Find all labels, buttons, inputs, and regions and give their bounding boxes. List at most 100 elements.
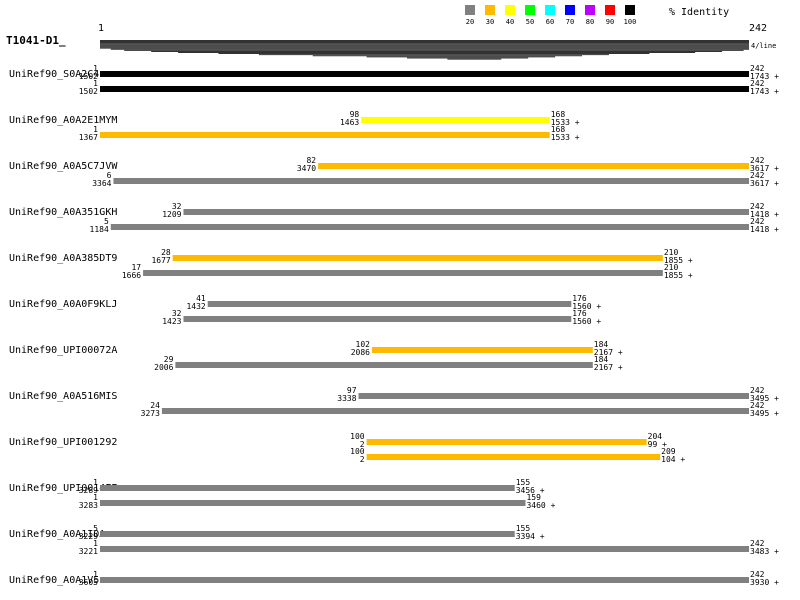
alignment-bar[interactable]: [100, 500, 526, 506]
hit-start-number: 1184: [90, 225, 109, 234]
query-start-number: 82: [306, 156, 316, 165]
alignment-bar[interactable]: [358, 393, 749, 399]
alignment-bar[interactable]: [143, 270, 663, 276]
hit-name[interactable]: UniRef90_A0A1V5: [9, 575, 99, 586]
alignment-bar[interactable]: [100, 86, 749, 92]
alignment-bar[interactable]: [100, 577, 749, 583]
hit-name[interactable]: UniRef90_A0A385DT9: [9, 253, 117, 264]
query-end-number: 242: [750, 202, 765, 211]
coverage-line: [100, 43, 749, 45]
alignment-bar[interactable]: [113, 178, 750, 184]
alignment-bar[interactable]: [366, 454, 661, 460]
query-end-number: 242: [750, 79, 765, 88]
hit-start-number: 1666: [122, 271, 141, 280]
alignment-bar[interactable]: [110, 224, 749, 230]
query-start-number: 1: [93, 64, 98, 73]
query-start-number: 32: [172, 309, 182, 318]
alignment-bar[interactable]: [161, 408, 750, 414]
alignment-bar[interactable]: [183, 316, 572, 322]
alignment-bar[interactable]: [366, 439, 647, 445]
hit-end-number: 3394 +: [516, 532, 545, 541]
hit-start-number: 3283: [79, 501, 98, 510]
coverage-line: [100, 40, 749, 41]
coverage-stack: [100, 40, 749, 60]
alignment-bar[interactable]: [100, 132, 550, 138]
hit-name[interactable]: UniRef90_A0A516MIS: [9, 391, 117, 402]
alignment-bar[interactable]: [361, 117, 550, 123]
alignment-bar[interactable]: [100, 546, 749, 552]
hit-end-number: 3495 +: [750, 409, 779, 418]
query-end-number: 155: [516, 478, 531, 487]
query-start-number: 1: [93, 79, 98, 88]
hit-end-number: 3456 +: [516, 486, 545, 495]
query-end-number: 155: [516, 524, 531, 533]
hit-name[interactable]: UniRef90_S0A2C4: [9, 69, 99, 80]
query-start-number: 5: [93, 524, 98, 533]
hit-end-number: 3617 +: [750, 179, 779, 188]
hit-start-number: 1502: [79, 87, 98, 96]
alignment-bar[interactable]: [371, 347, 593, 353]
coverage-line: [447, 58, 502, 60]
hit-start-number: 3229: [79, 532, 98, 541]
query-end-number: 210: [664, 248, 679, 257]
hit-end-number: 1418 +: [750, 210, 779, 219]
hit-end-number: 2167 +: [594, 348, 623, 357]
coverage-line: [100, 45, 749, 47]
hit-start-number: 3273: [141, 409, 160, 418]
query-start-number: 41: [196, 294, 206, 303]
query-end-number: 242: [750, 570, 765, 579]
alignment-bar[interactable]: [100, 485, 515, 491]
query-end-number: 242: [750, 171, 765, 180]
legend-value-30: 30: [486, 18, 494, 26]
legend-swatch-100: [625, 5, 635, 15]
hit-name[interactable]: UniRef90_A0A1I0A: [9, 529, 105, 540]
query-start-number: 17: [131, 263, 141, 272]
hit-end-number: 1743 +: [750, 87, 779, 96]
legend-value-90: 90: [606, 18, 614, 26]
coverage-line: [258, 54, 609, 56]
hit-name[interactable]: UniRef90_UPI0014EE: [9, 483, 117, 494]
coverage-line: [100, 47, 749, 49]
alignment-bar[interactable]: [183, 209, 749, 215]
legend-swatch-50: [525, 5, 535, 15]
legend-swatch-30: [485, 5, 495, 15]
alignment-bar[interactable]: [207, 301, 572, 307]
alignment-bar[interactable]: [172, 255, 663, 261]
query-start-number: 1: [93, 493, 98, 502]
hit-start-number: 3605: [79, 578, 98, 587]
hit-start-number: 1209: [162, 210, 181, 219]
hit-end-number: 99 +: [648, 440, 667, 449]
alignment-bar[interactable]: [100, 71, 749, 77]
hit-end-number: 1743 +: [750, 72, 779, 81]
hit-name[interactable]: UniRef90_A0A5C7JVW: [9, 161, 118, 172]
hit-name[interactable]: UniRef90_A0A351GKH: [9, 207, 117, 218]
hit-name[interactable]: UniRef90_UPI00072A: [9, 345, 117, 356]
coverage-line: [110, 48, 749, 50]
hit-name[interactable]: UniRef90_A0A0F9KLJ: [9, 299, 117, 310]
query-end-number: 242: [750, 217, 765, 226]
legend-swatch-90: [605, 5, 615, 15]
query-start-number: 1: [93, 570, 98, 579]
coverage-line: [100, 41, 749, 42]
hit-end-number: 3460 +: [526, 501, 555, 510]
alignment-bar[interactable]: [100, 531, 515, 537]
hit-end-number: 1560 +: [572, 317, 601, 326]
query-start-number: 100: [350, 432, 365, 441]
query-start-number: 1: [93, 125, 98, 134]
hit-start-number: 3364: [92, 179, 111, 188]
hit-name[interactable]: UniRef90_UPI001292: [9, 437, 117, 448]
query-name: T1041-D1_: [6, 34, 66, 47]
hit-start-number: 1463: [340, 118, 359, 127]
coverage-line: [406, 57, 529, 59]
hit-name[interactable]: UniRef90_A0A2E1MYM: [9, 115, 117, 126]
legend-value-50: 50: [526, 18, 534, 26]
hit-end-number: 1560 +: [572, 302, 601, 311]
alignment-bar[interactable]: [318, 163, 749, 169]
query-start-number: 28: [161, 248, 171, 257]
legend-value-40: 40: [506, 18, 514, 26]
alignment-bar[interactable]: [175, 362, 593, 368]
